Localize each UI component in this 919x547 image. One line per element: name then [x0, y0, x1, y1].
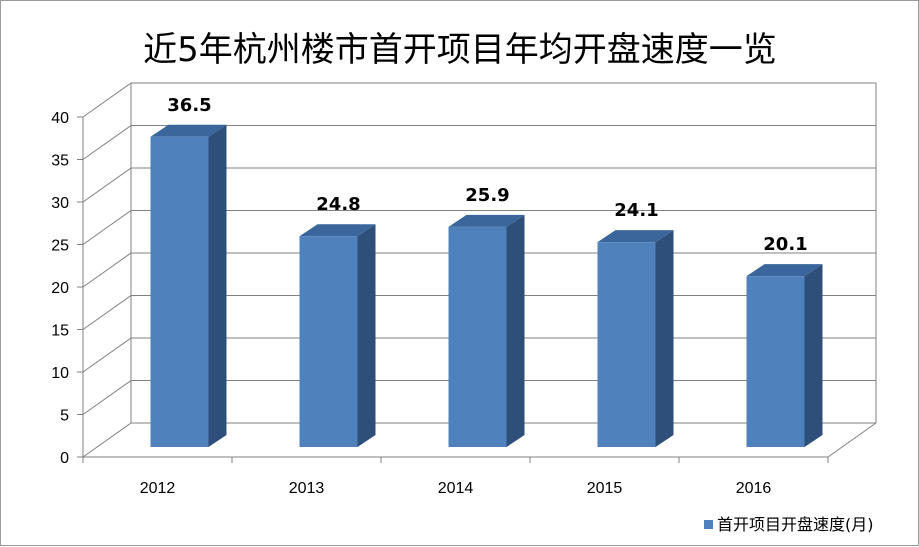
bars [150, 124, 823, 447]
x-tick-label: 2015 [587, 480, 623, 497]
bar-top [299, 224, 376, 237]
y-tick-label: 40 [51, 110, 69, 127]
data-labels: 36.5 24.8 25.9 24.1 20.1 [167, 95, 807, 255]
y-tick-label: 20 [51, 280, 69, 297]
y-tick-label: 35 [51, 153, 69, 170]
x-tick-label: 2013 [289, 480, 325, 497]
bar-side [804, 264, 823, 447]
chart-title: 近5年杭州楼市首开项目年均开盘速度一览 [143, 30, 777, 70]
gridline-connector [82, 167, 132, 203]
y-tick-label: 0 [60, 450, 69, 467]
bar-side [506, 214, 525, 447]
bar-front [746, 276, 805, 447]
y-tick-label: 5 [60, 408, 69, 425]
y-tick-label: 30 [51, 195, 69, 212]
y-tick-label: 10 [51, 365, 69, 382]
bar-front [150, 136, 209, 447]
axes: 0 5 10 15 20 25 30 35 40 2012 2013 2014 2015 2016 [51, 83, 877, 497]
gridline-connector [82, 380, 132, 415]
bar-top [597, 230, 674, 243]
bar [448, 214, 525, 447]
bar-side [655, 230, 674, 447]
data-label: 24.1 [614, 200, 658, 221]
x-tick-label: 2014 [438, 480, 474, 497]
gridline-connector [82, 252, 132, 288]
data-label: 36.5 [167, 95, 211, 116]
legend-label: 首开项目开盘速度(月) [717, 515, 874, 534]
bar [597, 230, 674, 447]
bar-top [150, 124, 227, 137]
data-label: 24.8 [316, 194, 360, 215]
y-tick-label: 25 [51, 238, 69, 255]
data-label: 20.1 [763, 234, 807, 255]
bar-side [357, 224, 376, 447]
bar [746, 264, 823, 447]
bar-top [746, 264, 823, 277]
y-tick-label: 15 [51, 323, 69, 340]
bar [150, 124, 227, 447]
legend: 首开项目开盘速度(月) [704, 515, 874, 534]
legend-marker [704, 520, 713, 529]
data-label: 25.9 [465, 185, 509, 206]
gridline-connector [82, 422, 132, 458]
gridline-connector [82, 337, 132, 373]
x-tick-label: 2016 [736, 480, 772, 497]
bar-side [208, 124, 227, 447]
gridline-connector [82, 295, 132, 330]
bar [299, 224, 376, 447]
gridline-connector [82, 210, 132, 245]
gridline-connector [82, 125, 132, 160]
gridline-connector [82, 82, 132, 118]
bar-front [299, 236, 358, 447]
floor-right-edge [827, 422, 877, 458]
bar-front [597, 242, 656, 447]
bar-front [448, 226, 507, 447]
x-tick-label: 2012 [140, 480, 176, 497]
bar-top [448, 214, 525, 227]
